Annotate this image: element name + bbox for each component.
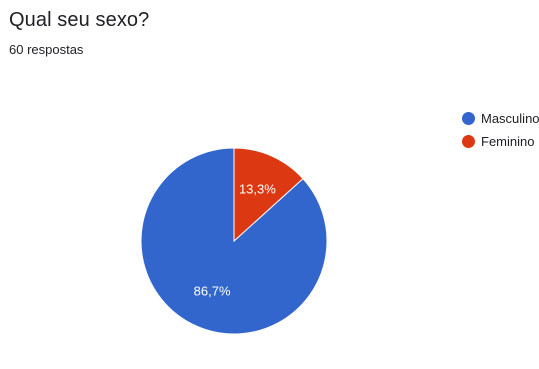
slice-label-masculino: 86,7% xyxy=(194,283,231,298)
legend-swatch-feminino xyxy=(462,134,475,148)
legend-item-masculino[interactable]: Masculino xyxy=(462,108,539,128)
legend-label-feminino: Feminino xyxy=(481,133,535,149)
legend-swatch-masculino xyxy=(462,111,475,125)
pie-slices xyxy=(140,147,328,335)
chart-legend: Masculino Feminino xyxy=(462,108,539,154)
response-count: 60 respostas xyxy=(9,42,84,57)
pie-labels: 86,7% 13,3% xyxy=(194,181,277,298)
legend-label-masculino: Masculino xyxy=(481,110,539,126)
pie-slice-feminino[interactable] xyxy=(233,147,304,243)
page-title: Qual seu sexo? xyxy=(9,9,150,31)
legend-item-feminino[interactable]: Feminino xyxy=(462,131,539,151)
slice-label-feminino: 13,3% xyxy=(239,181,276,196)
